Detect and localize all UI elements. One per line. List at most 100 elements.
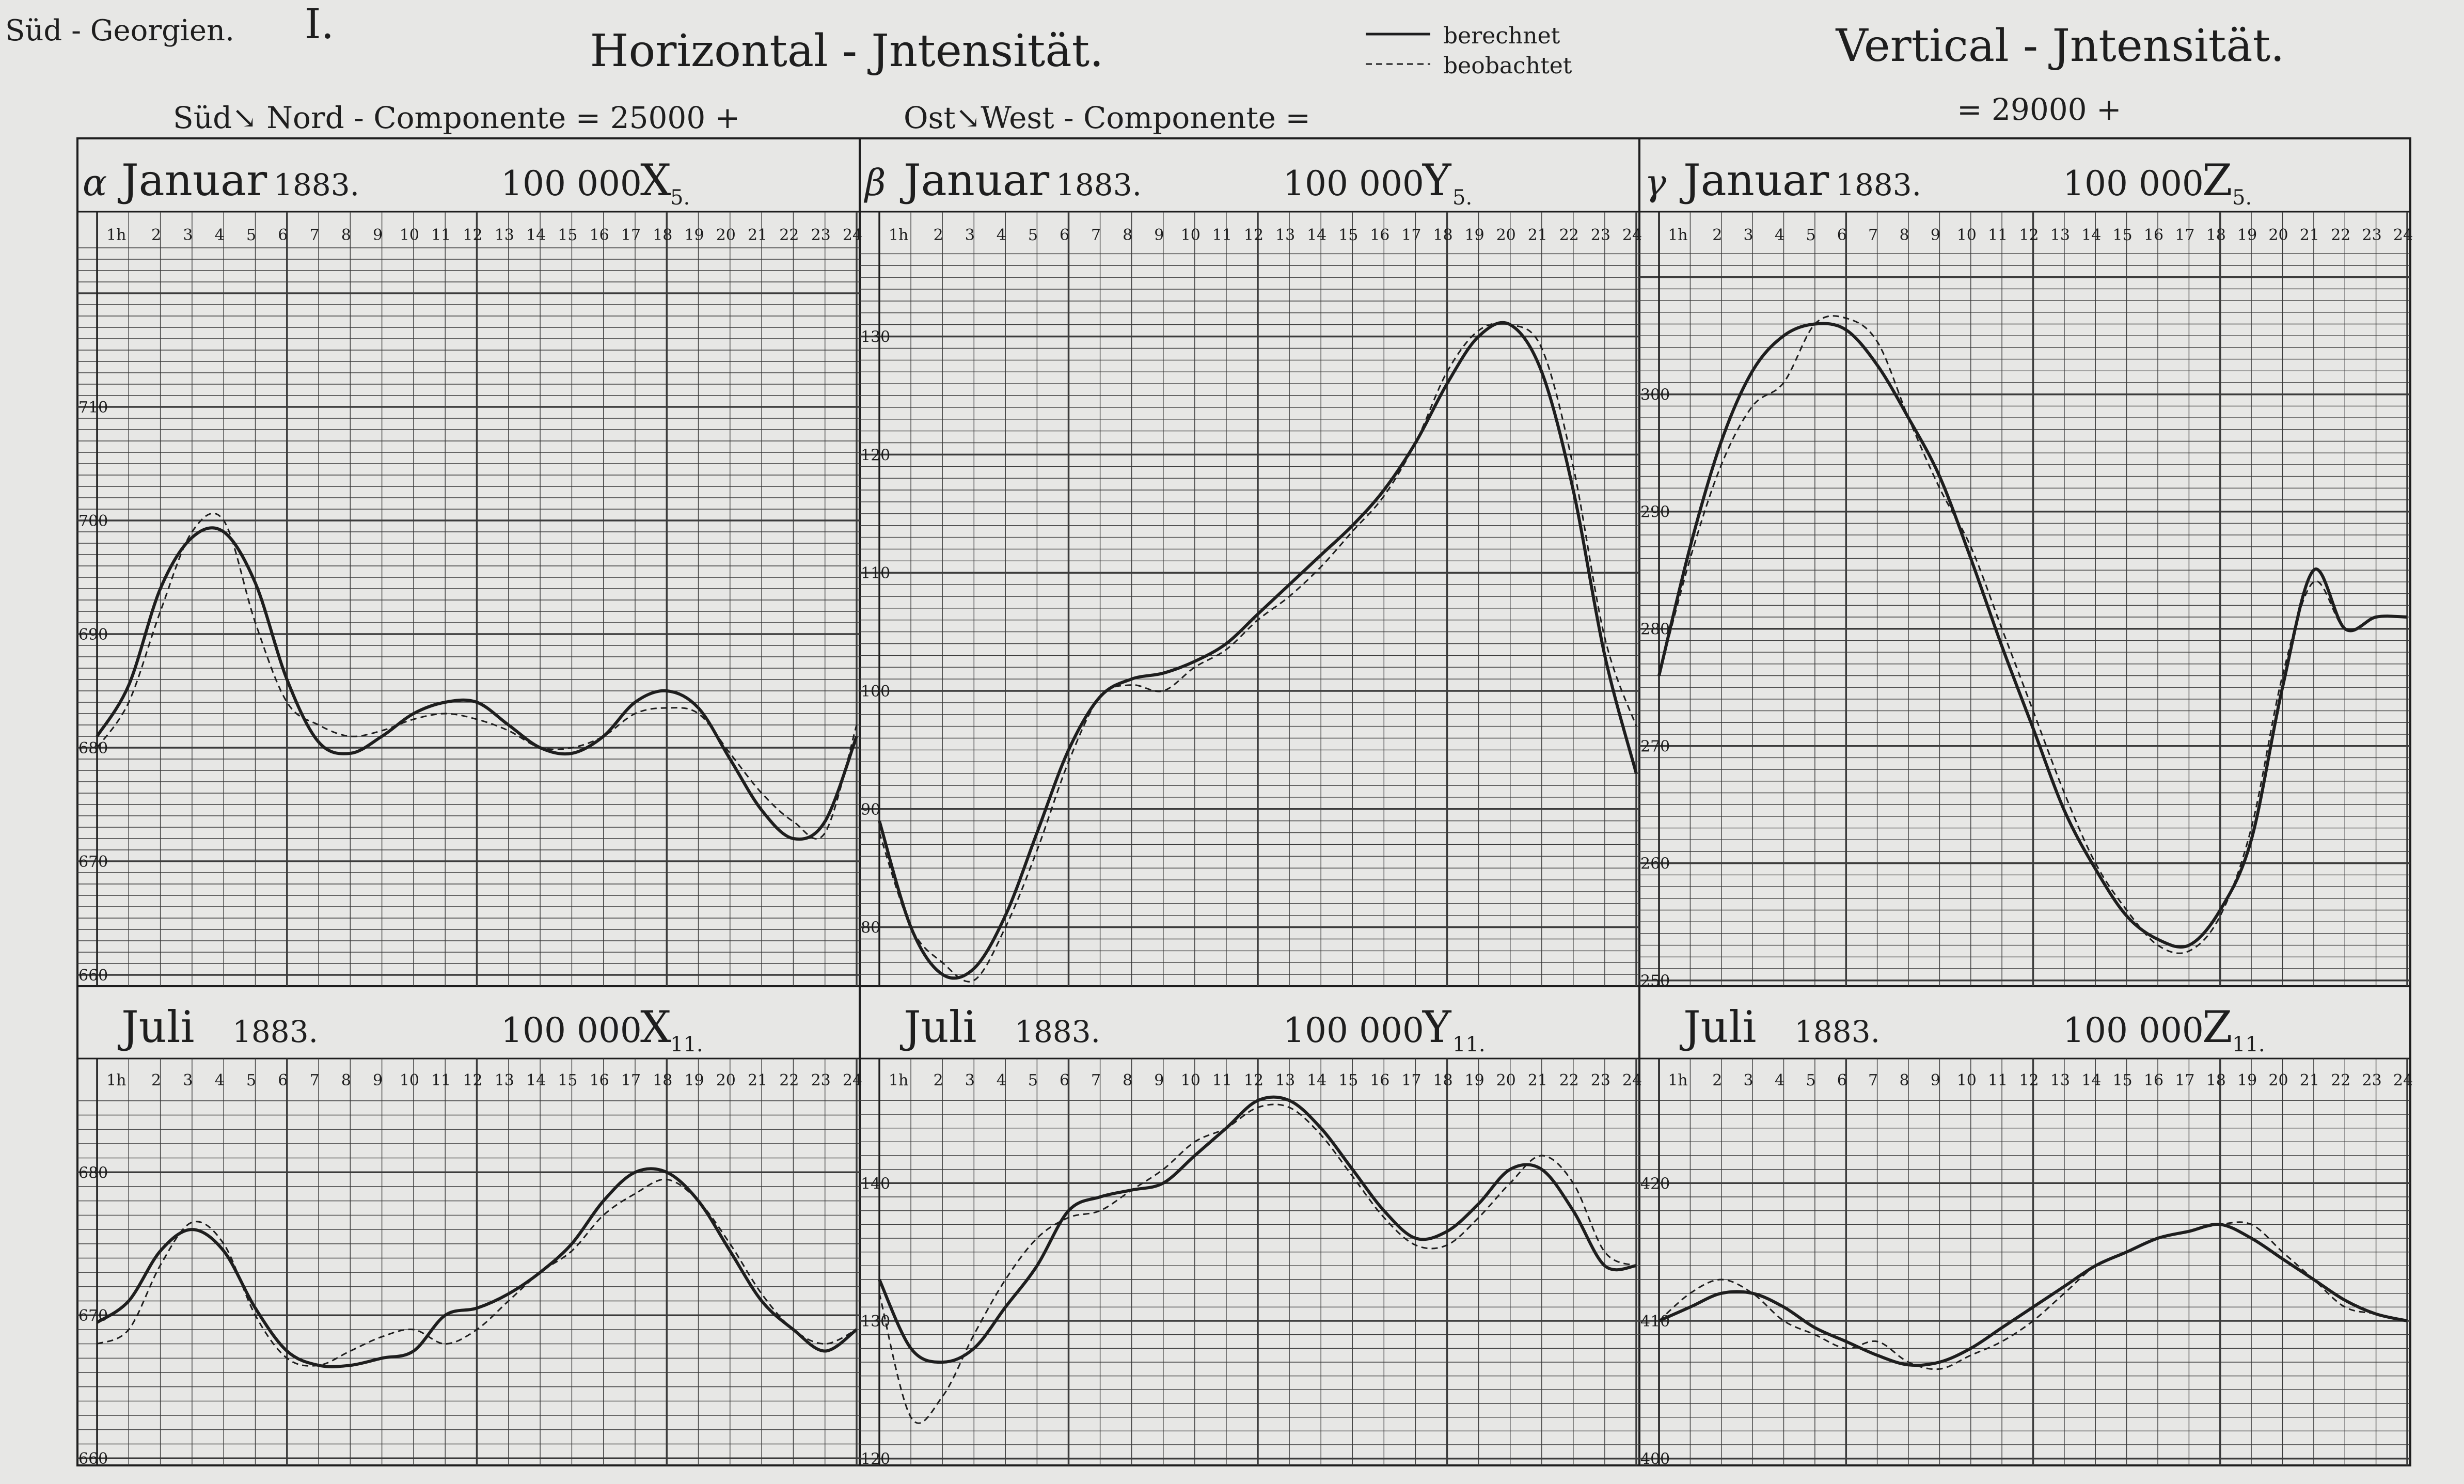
panel-factor: 100 000 bbox=[1283, 1011, 1424, 1050]
panel-month: Juli bbox=[117, 1002, 195, 1052]
plate-number: I. bbox=[305, 0, 334, 48]
hour-tick-label: 22 bbox=[779, 226, 799, 244]
panel-factor: 100 000 bbox=[1283, 164, 1424, 203]
panel-year: 1883. bbox=[274, 167, 359, 202]
hour-tick-label: 16 bbox=[590, 226, 609, 244]
y-tick-label: 700 bbox=[78, 512, 108, 530]
hour-tick-label: 5 bbox=[1028, 1071, 1038, 1090]
hour-tick-label: 10 bbox=[1181, 226, 1201, 244]
panel-subscript: 5. bbox=[1452, 186, 1472, 210]
panel-month: Januar bbox=[899, 155, 1050, 206]
hour-tick-label: 24 bbox=[1622, 226, 1642, 244]
hour-tick-label: 15 bbox=[2113, 1071, 2133, 1090]
hour-tick-label: 19 bbox=[1465, 1071, 1484, 1090]
z-component-label: = 29000 + bbox=[1957, 92, 2122, 127]
hour-tick-label: 13 bbox=[2050, 1071, 2070, 1090]
hour-tick-label: 4 bbox=[215, 1071, 225, 1090]
hour-tick-label: 20 bbox=[2268, 226, 2288, 244]
hour-tick-label: 3 bbox=[965, 226, 975, 244]
hour-tick-label: 18 bbox=[653, 1071, 672, 1090]
y-tick-label: 680 bbox=[78, 739, 108, 757]
hour-tick-label: 7 bbox=[1868, 226, 1878, 244]
hour-tick-label: 23 bbox=[2362, 226, 2382, 244]
hour-tick-label: 23 bbox=[811, 1071, 831, 1090]
hour-tick-label: 7 bbox=[1091, 1071, 1101, 1090]
hour-tick-label: 11 bbox=[431, 1071, 451, 1090]
panel-month: Juli bbox=[899, 1002, 977, 1052]
computed-curve bbox=[96, 526, 858, 841]
hour-tick-label: 6 bbox=[1060, 226, 1069, 244]
hour-tick-label: 21 bbox=[2300, 226, 2319, 244]
panel-symbol: X bbox=[640, 1002, 671, 1052]
panel-symbol: Z bbox=[2202, 1002, 2232, 1052]
hour-tick-label: 2 bbox=[151, 226, 161, 244]
hour-tick-label: 16 bbox=[1370, 226, 1389, 244]
y-tick-label: 680 bbox=[78, 1164, 108, 1182]
legend-observed-label: beobachtet bbox=[1443, 53, 1572, 79]
hour-tick-label: 17 bbox=[2175, 226, 2194, 244]
y-tick-label: 420 bbox=[1640, 1175, 1670, 1193]
hour-tick-label: 14 bbox=[526, 1071, 546, 1090]
vertical-intensity-title: Vertical - Jntensität. bbox=[1835, 20, 2284, 72]
hour-tick-label: 15 bbox=[2113, 226, 2133, 244]
y-tick-label: 710 bbox=[78, 399, 108, 417]
hour-tick-label: 8 bbox=[1123, 226, 1132, 244]
hour-tick-label: 24 bbox=[843, 226, 862, 244]
hour-tick-label: 14 bbox=[2081, 226, 2101, 244]
observed-curve bbox=[878, 1103, 1637, 1424]
legend-computed-label: berechnet bbox=[1443, 23, 1560, 49]
panel-year: 1883. bbox=[1794, 1014, 1880, 1049]
hour-tick-label: 5 bbox=[1028, 226, 1038, 244]
hour-tick-label: 20 bbox=[716, 226, 736, 244]
hour-tick-label: 11 bbox=[1988, 226, 2008, 244]
hour-tick-label: 21 bbox=[748, 1071, 767, 1090]
hour-tick-label: 21 bbox=[1528, 1071, 1547, 1090]
hour-tick-label: 21 bbox=[748, 226, 767, 244]
hour-tick-label: 19 bbox=[1465, 226, 1484, 244]
hour-tick-label: 11 bbox=[431, 226, 451, 244]
x-component-label: Süd↘ Nord - Componente = 25000 + bbox=[173, 100, 740, 135]
hour-tick-label: 13 bbox=[1275, 226, 1295, 244]
y-component-label: Ost↘West - Componente = bbox=[904, 100, 1310, 135]
y-tick-label: 260 bbox=[1640, 855, 1670, 873]
panel-month: Januar bbox=[117, 155, 267, 206]
panel-year: 1883. bbox=[1015, 1014, 1100, 1049]
y-tick-label: 80 bbox=[861, 919, 880, 937]
hour-tick-label: 1h bbox=[106, 226, 126, 244]
hour-tick-label: 4 bbox=[997, 226, 1006, 244]
hour-tick-label: 22 bbox=[779, 1071, 799, 1090]
observed-curve bbox=[878, 322, 1637, 983]
y-tick-label: 660 bbox=[78, 1450, 108, 1468]
hour-tick-label: 6 bbox=[278, 226, 288, 244]
chart-panel-1: 1h 2 3 4 5 6 7 8 9 10 11 12 13 14 15 16 17 18 19 20 21 22 23 24… bbox=[77, 155, 862, 986]
panel-factor: 100 000 bbox=[501, 164, 642, 203]
hour-tick-label: 12 bbox=[463, 1071, 482, 1090]
hour-tick-label: 19 bbox=[684, 1071, 704, 1090]
hour-tick-label: 7 bbox=[1868, 1071, 1878, 1090]
hour-tick-label: 9 bbox=[1931, 226, 1940, 244]
plate-frame bbox=[76, 137, 2411, 1466]
hour-tick-label: 18 bbox=[2206, 1071, 2226, 1090]
hour-tick-label: 9 bbox=[1931, 1071, 1940, 1090]
computed-curve bbox=[878, 1095, 1637, 1364]
hour-tick-label: 4 bbox=[1775, 1071, 1784, 1090]
hour-tick-label: 19 bbox=[2237, 1071, 2257, 1090]
y-tick-label: 130 bbox=[861, 328, 890, 346]
panel-factor: 100 000 bbox=[501, 1011, 642, 1050]
hour-tick-label: 10 bbox=[1957, 1071, 1977, 1090]
hour-tick-label: 13 bbox=[495, 1071, 514, 1090]
hour-tick-label: 11 bbox=[1988, 1071, 2008, 1090]
computed-curve bbox=[878, 321, 1638, 980]
hour-tick-label: 20 bbox=[2268, 1071, 2288, 1090]
hour-tick-label: 3 bbox=[183, 1071, 193, 1090]
y-tick-label: 670 bbox=[78, 853, 108, 871]
hour-tick-label: 15 bbox=[558, 1071, 577, 1090]
y-tick-label: 140 bbox=[861, 1175, 890, 1193]
y-tick-label: 290 bbox=[1640, 503, 1670, 522]
panel-subscript: 11. bbox=[2232, 1033, 2265, 1056]
hour-tick-label: 2 bbox=[934, 226, 943, 244]
hour-tick-label: 14 bbox=[1307, 1071, 1326, 1090]
hour-tick-label: 3 bbox=[965, 1071, 975, 1090]
hour-tick-label: 21 bbox=[1528, 226, 1547, 244]
